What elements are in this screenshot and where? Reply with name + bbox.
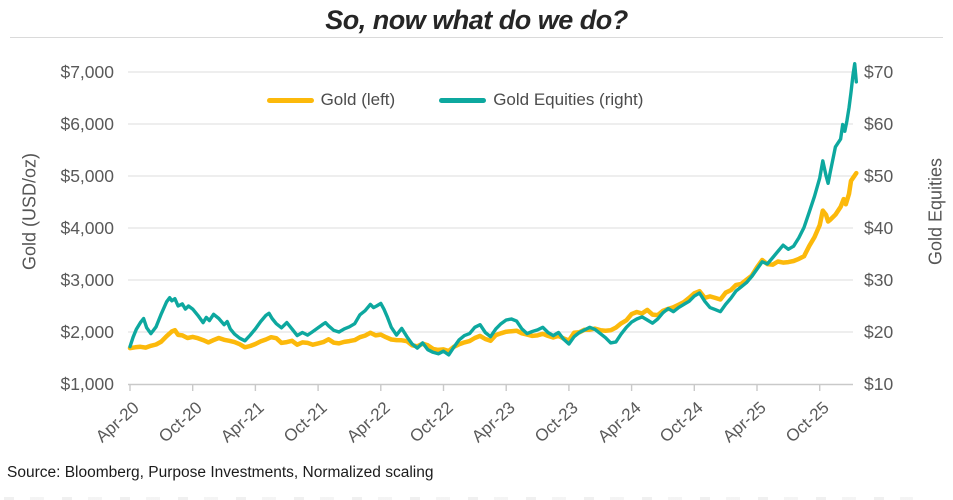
gold-line-swatch-icon — [266, 97, 314, 103]
legend-item-gold: Gold (left) — [266, 90, 396, 110]
title-divider — [10, 37, 943, 38]
left-axis-tick-label: $4,000 — [60, 218, 114, 238]
legend-label-gold: Gold (left) — [320, 90, 396, 109]
left-axis-tick-label: $5,000 — [60, 166, 114, 186]
equities-line-series — [128, 62, 858, 357]
left-axis-tick-label: $1,000 — [60, 374, 114, 394]
right-axis-tick-label: $30 — [864, 270, 894, 290]
right-axis-tick-label: $10 — [864, 374, 894, 394]
gold-line-series — [127, 170, 859, 354]
legend-item-gold-equities: Gold Equities (right) — [439, 90, 643, 110]
source-note: Source: Bloomberg, Purpose Investments, … — [7, 464, 434, 481]
left-axis-tick-label: $2,000 — [60, 322, 114, 342]
left-axis-title: Gold (USD/oz) — [19, 152, 40, 271]
right-axis-tick-label: $20 — [864, 322, 894, 342]
right-axis-title: Gold Equities — [925, 157, 946, 266]
page-title: So, now what do we do? — [325, 5, 628, 35]
right-axis-tick-label: $70 — [864, 62, 894, 82]
legend-label-gold-equities: Gold Equities (right) — [493, 90, 644, 109]
left-axis-tick-label: $3,000 — [60, 270, 114, 290]
left-axis-tick-label: $6,000 — [60, 114, 114, 134]
left-axis-tick-label: $7,000 — [60, 62, 114, 82]
right-axis-tick-label: $60 — [864, 114, 894, 134]
right-axis-tick-label: $40 — [864, 218, 894, 238]
cropped-text-artifact — [4, 497, 913, 500]
right-axis-tick-label: $50 — [864, 166, 894, 186]
chart-legend: Gold (left) Gold Equities (right) — [95, 87, 815, 113]
equities-line-swatch-icon — [439, 97, 487, 103]
